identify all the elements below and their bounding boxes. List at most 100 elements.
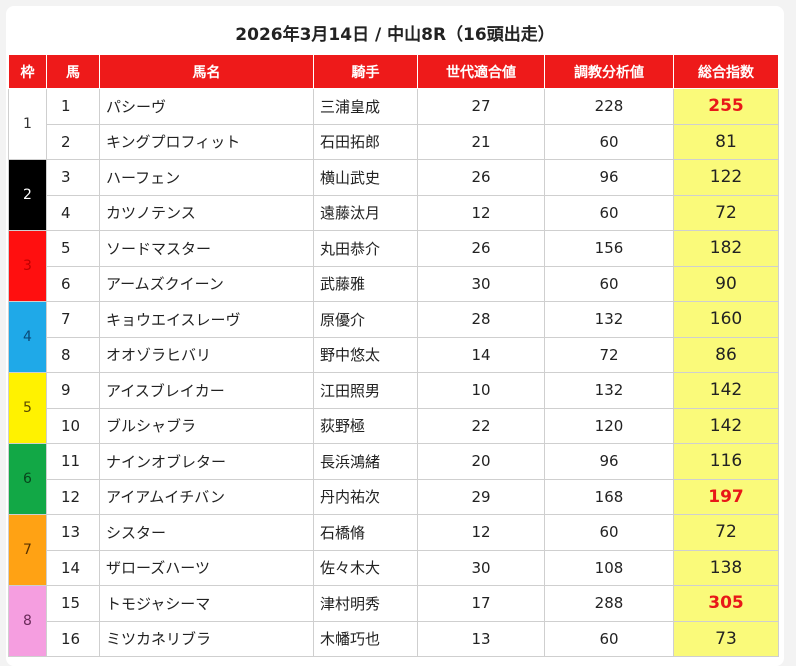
- horse-number-cell: 14: [46, 549, 100, 586]
- jockey-cell: 木幡巧也: [313, 620, 418, 657]
- generation-fit-cell: 29: [417, 478, 545, 515]
- horse-number-cell: 6: [46, 265, 100, 302]
- training-analysis-cell: 288: [544, 585, 674, 622]
- horse-number-cell: 9: [46, 372, 100, 409]
- jockey-cell: 遠藤汰月: [313, 194, 418, 231]
- header-row: 枠 馬 馬名 騎手 世代適合値 調教分析値 総合指数: [8, 54, 779, 89]
- waku-cell: 8: [8, 585, 47, 657]
- table-row: 8 オオゾラヒバリ 野中悠太 14 72 86: [9, 336, 779, 373]
- generation-fit-cell: 28: [417, 301, 545, 338]
- horse-number-cell: 3: [46, 159, 100, 196]
- header-waku: 枠: [8, 54, 47, 89]
- total-index-cell: 182: [673, 230, 779, 267]
- total-index-cell: 305: [673, 585, 779, 622]
- horse-name-cell: ザローズハーツ: [99, 549, 314, 586]
- table-row: 7 13 シスター 石橋脩 12 60 72: [8, 514, 779, 586]
- table-row: 5 9 アイスブレイカー 江田照男 10 132 142: [8, 372, 779, 444]
- jockey-cell: 長浜鴻緒: [313, 443, 418, 480]
- header-horse-name: 馬名: [99, 54, 314, 89]
- total-index-cell: 255: [673, 88, 779, 125]
- horse-name-cell: アームズクイーン: [99, 265, 314, 302]
- horse-name-cell: カツノテンス: [99, 194, 314, 231]
- table-row: 16 ミツカネリブラ 木幡巧也 13 60 73: [9, 620, 779, 657]
- horse-number-cell: 15: [46, 585, 100, 622]
- horse-name-cell: トモジャシーマ: [99, 585, 314, 622]
- horse-name-cell: ハーフェン: [99, 159, 314, 196]
- table-row: 3 5 ソードマスター 丸田恭介 26 156 182: [8, 230, 779, 302]
- horse-number-cell: 4: [46, 194, 100, 231]
- training-analysis-cell: 96: [544, 443, 674, 480]
- total-index-cell: 72: [673, 514, 779, 551]
- table-row: 1 1 パシーヴ 三浦皇成 27 228 255: [8, 88, 779, 160]
- training-analysis-cell: 60: [544, 194, 674, 231]
- total-index-cell: 116: [673, 443, 779, 480]
- generation-fit-cell: 22: [417, 407, 545, 444]
- training-analysis-cell: 168: [544, 478, 674, 515]
- header-total-index: 総合指数: [673, 54, 779, 89]
- jockey-cell: 石田拓郎: [313, 123, 418, 160]
- table-row: 4 カツノテンス 遠藤汰月 12 60 72: [9, 194, 779, 231]
- jockey-cell: 丹内祐次: [313, 478, 418, 515]
- total-index-cell: 197: [673, 478, 779, 515]
- horse-number-cell: 5: [46, 230, 100, 267]
- generation-fit-cell: 17: [417, 585, 545, 622]
- jockey-cell: 石橋脩: [313, 514, 418, 551]
- horse-number-cell: 12: [46, 478, 100, 515]
- generation-fit-cell: 12: [417, 194, 545, 231]
- jockey-cell: 野中悠太: [313, 336, 418, 373]
- generation-fit-cell: 27: [417, 88, 545, 125]
- horse-number-cell: 13: [46, 514, 100, 551]
- page-title: 2026年3月14日 / 中山8R（16頭出走）: [235, 25, 555, 45]
- header-horse-number: 馬: [46, 54, 100, 89]
- jockey-cell: 横山武史: [313, 159, 418, 196]
- training-analysis-cell: 72: [544, 336, 674, 373]
- content-card: 2026年3月14日 / 中山8R（16頭出走） 枠 馬 馬名 騎手 世代適合値…: [6, 6, 784, 666]
- total-index-cell: 138: [673, 549, 779, 586]
- total-index-cell: 142: [673, 407, 779, 444]
- horse-number-cell: 1: [46, 88, 100, 125]
- waku-cell: 7: [8, 514, 47, 586]
- table-row: 2 3 ハーフェン 横山武史 26 96 122: [8, 159, 779, 231]
- total-index-cell: 142: [673, 372, 779, 409]
- horse-number-cell: 2: [46, 123, 100, 160]
- horse-number-cell: 10: [46, 407, 100, 444]
- table-row: 14 ザローズハーツ 佐々木大 30 108 138: [9, 549, 779, 586]
- generation-fit-cell: 21: [417, 123, 545, 160]
- horse-name-cell: パシーヴ: [99, 88, 314, 125]
- generation-fit-cell: 14: [417, 336, 545, 373]
- training-analysis-cell: 60: [544, 514, 674, 551]
- total-index-cell: 160: [673, 301, 779, 338]
- training-analysis-cell: 60: [544, 620, 674, 657]
- race-index-table: 枠 馬 馬名 騎手 世代適合値 調教分析値 総合指数 1 1 パシーヴ 三浦皇成 27 2…: [8, 54, 779, 657]
- table-row: 8 15 トモジャシーマ 津村明秀 17 288 305: [8, 585, 779, 657]
- training-analysis-cell: 60: [544, 123, 674, 160]
- waku-cell: 5: [8, 372, 47, 444]
- training-analysis-cell: 228: [544, 88, 674, 125]
- jockey-cell: 三浦皇成: [313, 88, 418, 125]
- total-index-cell: 73: [673, 620, 779, 657]
- horse-name-cell: オオゾラヒバリ: [99, 336, 314, 373]
- horse-name-cell: キョウエイスレーヴ: [99, 301, 314, 338]
- total-index-cell: 72: [673, 194, 779, 231]
- table-row: 4 7 キョウエイスレーヴ 原優介 28 132 160: [8, 301, 779, 373]
- training-analysis-cell: 132: [544, 301, 674, 338]
- generation-fit-cell: 13: [417, 620, 545, 657]
- training-analysis-cell: 108: [544, 549, 674, 586]
- waku-cell: 4: [8, 301, 47, 373]
- table-row: 6 アームズクイーン 武藤雅 30 60 90: [9, 265, 779, 302]
- horse-name-cell: キングプロフィット: [99, 123, 314, 160]
- horse-name-cell: ミツカネリブラ: [99, 620, 314, 657]
- table-row: 2 キングプロフィット 石田拓郎 21 60 81: [9, 123, 779, 160]
- training-analysis-cell: 120: [544, 407, 674, 444]
- horse-name-cell: アイスブレイカー: [99, 372, 314, 409]
- horse-number-cell: 11: [46, 443, 100, 480]
- generation-fit-cell: 30: [417, 265, 545, 302]
- table-row: 12 アイアムイチバン 丹内祐次 29 168 197: [9, 478, 779, 515]
- horse-number-cell: 7: [46, 301, 100, 338]
- horse-number-cell: 8: [46, 336, 100, 373]
- generation-fit-cell: 20: [417, 443, 545, 480]
- jockey-cell: 荻野極: [313, 407, 418, 444]
- horse-name-cell: アイアムイチバン: [99, 478, 314, 515]
- generation-fit-cell: 26: [417, 230, 545, 267]
- horse-name-cell: ナインオブレター: [99, 443, 314, 480]
